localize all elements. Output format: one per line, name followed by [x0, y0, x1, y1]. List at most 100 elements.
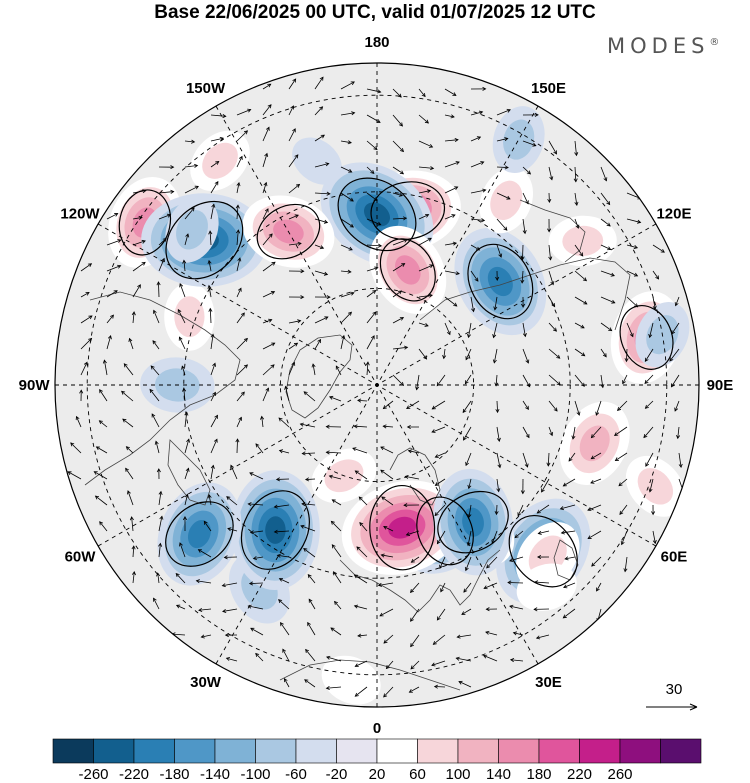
wind-vector — [522, 426, 530, 439]
wind-vector — [340, 291, 355, 298]
wind-vector — [392, 140, 405, 153]
wind-vector — [465, 348, 472, 361]
wind-vector — [409, 582, 420, 594]
wind-vector — [236, 312, 245, 324]
height-contour — [337, 177, 417, 252]
anomaly-blob — [388, 516, 417, 539]
wind-vector — [177, 308, 186, 324]
wind-vector — [366, 140, 378, 151]
wind-vector — [334, 600, 342, 610]
wind-vector — [158, 165, 175, 170]
wind-vector — [514, 530, 524, 539]
wind-vector — [151, 413, 160, 428]
wind-vector — [221, 582, 238, 588]
anomaly-blob — [395, 255, 421, 285]
wind-vector — [184, 207, 195, 220]
wind-vector — [224, 633, 238, 638]
wind-vector — [496, 426, 501, 442]
wind-vector — [392, 216, 408, 221]
wind-vector — [590, 452, 602, 460]
wind-vector — [278, 599, 290, 610]
wind-vector — [314, 338, 322, 350]
wind-vector — [184, 185, 199, 194]
wind-vector — [507, 580, 524, 585]
wind-vector — [574, 322, 585, 329]
wind-vector — [314, 295, 331, 300]
colorbar-tick-label: -180 — [159, 766, 189, 783]
wind-vector — [262, 126, 270, 142]
wind-vector — [208, 307, 213, 324]
wind-vector — [236, 229, 241, 246]
wind-vector — [382, 424, 394, 429]
wind-vector — [403, 503, 420, 508]
wind-vector — [210, 464, 215, 480]
wind-vector — [494, 374, 499, 387]
height-contour — [165, 200, 244, 280]
wind-vector — [522, 322, 527, 338]
wind-vector — [200, 634, 212, 639]
colorbar-segment — [214, 738, 256, 764]
wind-vector — [392, 263, 406, 272]
colorbar-segment — [457, 738, 499, 764]
wind-vector — [669, 348, 680, 362]
wind-vector — [311, 363, 316, 376]
wind-vector — [444, 322, 451, 336]
wind-vector — [175, 604, 186, 610]
wind-vector — [99, 389, 108, 402]
wind-vector — [225, 657, 238, 662]
wind-vector — [418, 293, 433, 298]
wind-vector — [366, 243, 383, 248]
wind-vector — [485, 607, 498, 612]
wind-vector — [152, 309, 160, 324]
wind-vector — [106, 314, 114, 324]
colorbar-tick-label: 140 — [486, 766, 511, 783]
wind-vector — [353, 574, 368, 584]
wind-vector — [392, 345, 409, 350]
wind-vector — [273, 529, 290, 534]
wind-vector — [255, 443, 264, 454]
wind-vector — [288, 183, 301, 194]
wind-vector — [648, 478, 654, 493]
wind-vector — [492, 348, 498, 364]
wind-vector — [340, 244, 353, 251]
wind-vector — [262, 342, 276, 350]
wind-vector — [467, 478, 472, 490]
wind-vector — [678, 452, 683, 469]
wind-vector — [626, 322, 634, 338]
wind-vector — [522, 400, 529, 411]
wind-vector — [303, 548, 316, 558]
brand-logo: MODES® — [607, 34, 719, 58]
wind-vector — [208, 230, 213, 246]
wind-vector — [652, 530, 657, 545]
coastline-africa-north — [279, 659, 461, 691]
colorbar-tick-label: 220 — [567, 766, 592, 783]
wind-vector — [548, 140, 557, 155]
wind-vector — [494, 504, 499, 516]
wind-vector — [288, 78, 297, 90]
wind-vector — [156, 281, 161, 298]
wind-vector — [331, 544, 342, 558]
wind-vector — [366, 266, 379, 272]
wind-vector — [652, 270, 660, 280]
anomaly-blob — [292, 137, 342, 185]
wind-vector — [483, 582, 498, 590]
wind-vector — [418, 140, 434, 148]
wind-vector — [340, 269, 352, 274]
wind-vector — [509, 658, 524, 663]
wind-vector — [522, 192, 529, 205]
wind-vector — [444, 114, 455, 119]
wind-vector — [470, 86, 487, 91]
wind-vector — [330, 520, 342, 532]
wind-vector — [574, 400, 581, 416]
wind-vector — [70, 442, 82, 454]
wind-vector — [98, 420, 108, 428]
wind-vector — [210, 181, 219, 194]
wind-vector — [203, 520, 212, 532]
wind-vector — [207, 284, 212, 298]
height-contour — [165, 501, 234, 567]
wind-vector — [626, 218, 642, 224]
colorbar-tick-label: 20 — [369, 766, 386, 783]
wind-vector — [184, 233, 190, 246]
wind-vector — [262, 104, 272, 116]
wind-vector — [80, 263, 93, 272]
